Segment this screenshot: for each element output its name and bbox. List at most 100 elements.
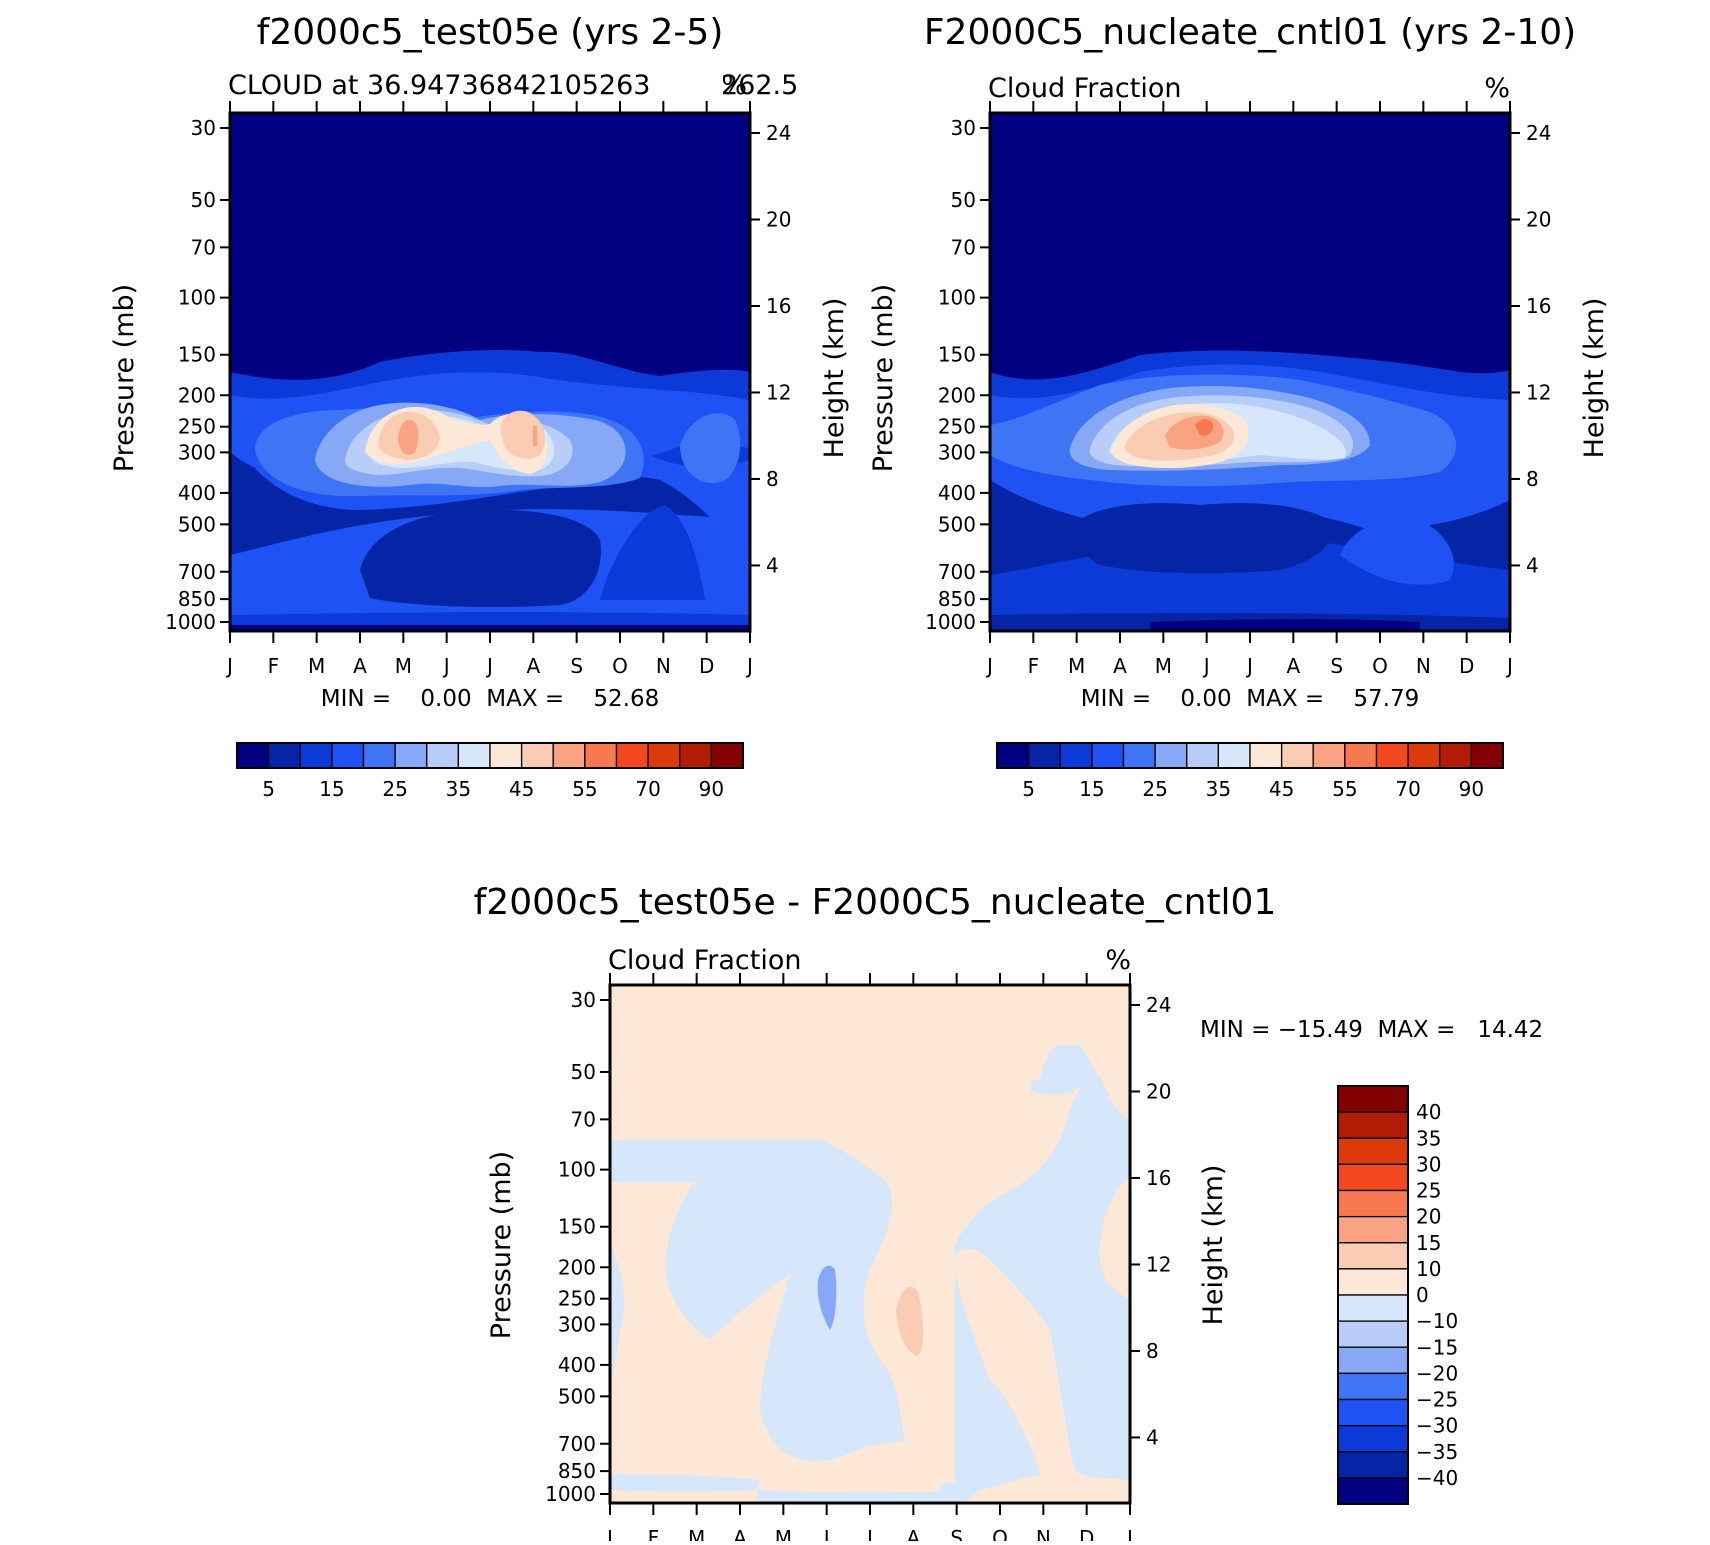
colorbar-swatch: [362, 742, 396, 769]
panel2-minmax: MIN = 0.00 MAX = 57.79: [1081, 686, 1420, 712]
height-tick-label: 20: [766, 207, 791, 231]
panel1-minmax: MIN = 0.00 MAX = 52.68: [321, 686, 660, 712]
pressure-tick-label: 30: [571, 988, 596, 1012]
colorbar-swatch: [1337, 1242, 1409, 1270]
month-tick-label: M: [688, 1526, 705, 1541]
month-tick-label: J: [1245, 654, 1253, 678]
month-tick-label: J: [865, 1526, 873, 1541]
contour-fill: [610, 1474, 760, 1492]
colorbar-swatch: [299, 742, 333, 769]
height-tick-label: 24: [766, 121, 791, 145]
colorbar-label: 15: [1079, 777, 1104, 801]
panel-control: F2000C5_nucleate_cntl01 (yrs 2-10) Cloud…: [868, 12, 1610, 801]
month-tick-label: J: [1125, 1526, 1133, 1541]
month-tick-label: F: [648, 1526, 660, 1541]
height-tick-label: 12: [766, 380, 791, 404]
panel1-left-string: CLOUD at 36.94736842105263: [228, 70, 650, 101]
panel1-y2-label: Height (km): [819, 298, 850, 459]
panel2-title: F2000C5_nucleate_cntl01 (yrs 2-10): [924, 12, 1576, 53]
colorbar-swatch: [426, 742, 460, 769]
contour-fill: [1195, 419, 1214, 436]
colorbar-label: 70: [1395, 777, 1420, 801]
panel3-y-label: Pressure (mb): [486, 1151, 517, 1339]
colorbar-swatch: [1249, 742, 1283, 769]
colorbar-label: −20: [1416, 1361, 1458, 1385]
colorbar-swatch: [552, 742, 586, 769]
colorbar-swatch: [1337, 1085, 1409, 1113]
colorbar-swatch: [1337, 1346, 1409, 1375]
colorbar-swatch: [1337, 1294, 1409, 1322]
height-tick-label: 20: [1526, 207, 1551, 231]
month-tick-label: J: [605, 1526, 613, 1541]
colorbar-swatch: [1337, 1215, 1409, 1244]
colorbar-label: 25: [1416, 1179, 1441, 1203]
pressure-tick-label: 400: [558, 1353, 596, 1377]
colorbar-swatch: [1312, 742, 1346, 769]
contour-fill: [817, 1265, 837, 1330]
panel-test: f2000c5_test05e (yrs 2-5) CLOUD at 36.94…: [109, 12, 850, 801]
colorbar-label: −15: [1416, 1335, 1458, 1359]
colorbar-swatch: [1337, 1268, 1409, 1296]
panel2-units: %: [1484, 73, 1510, 104]
colorbar-swatch: [615, 742, 649, 769]
colorbar-swatch: [1059, 742, 1093, 769]
pressure-tick-label: 850: [558, 1459, 596, 1483]
month-tick-label: O: [1372, 654, 1388, 678]
month-tick-label: M: [1068, 654, 1085, 678]
height-tick-label: 16: [766, 294, 791, 318]
pressure-tick-label: 250: [938, 415, 976, 439]
height-tick-label: 4: [766, 553, 779, 577]
colorbar-swatch: [1337, 1320, 1409, 1348]
pressure-tick-label: 500: [558, 1384, 596, 1408]
colorbar-swatch: [1375, 742, 1409, 769]
colorbar-label: 90: [1459, 777, 1484, 801]
colorbar-swatch: [1280, 742, 1314, 769]
colorbar-swatch: [647, 742, 681, 769]
panel3-title: f2000c5_test05e - F2000C5_nucleate_cntl0…: [474, 882, 1277, 923]
colorbar-label: 90: [699, 777, 724, 801]
pressure-tick-label: 400: [178, 481, 216, 505]
contour-fill: [610, 1240, 625, 1390]
colorbar-label: −35: [1416, 1440, 1458, 1464]
pressure-tick-label: 70: [191, 235, 216, 259]
pressure-tick-label: 850: [938, 587, 976, 611]
pressure-tick-label: 500: [178, 512, 216, 536]
colorbar-swatch: [1407, 742, 1441, 769]
contour-fill: [954, 1074, 1130, 1503]
colorbar-swatch: [1337, 1163, 1409, 1192]
colorbar-label: 55: [1332, 777, 1357, 801]
contour-fill: [533, 426, 537, 446]
colorbar-label: −40: [1416, 1466, 1458, 1490]
month-tick-label: J: [442, 654, 450, 678]
pressure-tick-label: 150: [558, 1215, 596, 1239]
month-tick-label: O: [992, 1526, 1008, 1541]
colorbar-swatch: [1217, 742, 1251, 769]
colorbar-swatch: [267, 742, 301, 769]
panel3-height-axis: 24 20 16 12 8 4: [1130, 993, 1171, 1449]
pressure-tick-label: 700: [938, 560, 976, 584]
colorbar-frame: [236, 742, 744, 769]
colorbar-label: 25: [382, 777, 407, 801]
month-tick-label: J: [225, 654, 233, 678]
height-tick-label: 24: [1146, 993, 1171, 1017]
pressure-tick-label: 1000: [925, 610, 976, 634]
colorbar-label: 5: [1022, 777, 1035, 801]
pressure-tick-label: 200: [178, 383, 216, 407]
pressure-tick-label: 150: [938, 343, 976, 367]
pressure-tick-label: 50: [571, 1060, 596, 1084]
panel3-minmax: MIN = −15.49 MAX = 14.42: [1200, 1017, 1543, 1043]
pressure-tick-label: 30: [191, 116, 216, 140]
pressure-tick-label: 100: [178, 286, 216, 310]
month-tick-label: S: [950, 1526, 963, 1541]
pressure-tick-label: 250: [178, 415, 216, 439]
panel2-height-axis: 24 20 16 12 8 4: [1510, 121, 1551, 577]
contour-fill: [940, 1482, 962, 1496]
contour-fill: [1045, 1048, 1092, 1080]
pressure-tick-label: 1000: [165, 610, 216, 634]
pressure-tick-label: 50: [951, 188, 976, 212]
contour-fill: [230, 113, 750, 380]
colorbar-label: 0: [1416, 1283, 1429, 1307]
contour-fill: [398, 419, 419, 455]
